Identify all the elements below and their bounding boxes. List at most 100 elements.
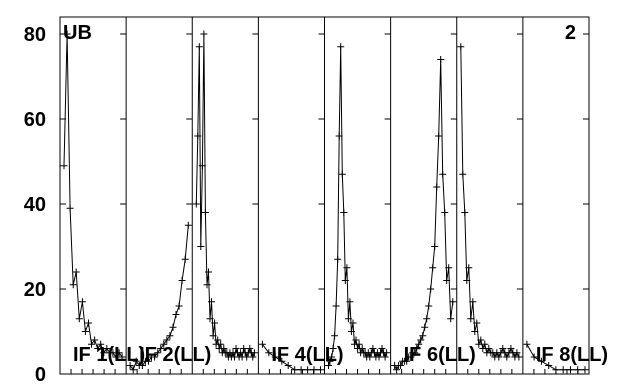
data-point — [129, 366, 137, 374]
y-axis: 0 20 40 60 80 — [24, 24, 66, 386]
data-point — [503, 353, 511, 361]
data-point — [447, 315, 455, 323]
data-point — [331, 332, 339, 340]
data-point — [344, 315, 352, 323]
data-point — [132, 357, 140, 365]
data-point — [192, 200, 200, 208]
data-point — [421, 323, 429, 331]
data-point — [341, 277, 349, 284]
data-point — [200, 30, 208, 38]
data-point — [297, 366, 305, 374]
data-point — [310, 366, 318, 374]
data-point — [347, 328, 355, 335]
data-point — [352, 336, 360, 344]
data-point — [513, 349, 521, 357]
data-point — [304, 366, 312, 374]
data-point — [419, 332, 427, 340]
data-point — [338, 170, 346, 178]
data-point — [439, 170, 447, 178]
data-point — [232, 345, 240, 352]
data-point — [194, 132, 202, 140]
data-point — [66, 204, 74, 212]
data-point — [243, 353, 251, 361]
data-point — [431, 243, 439, 250]
data-point — [78, 298, 86, 306]
data-point — [115, 349, 123, 357]
data-point — [433, 183, 441, 191]
data-point — [332, 302, 340, 310]
data-point — [181, 255, 189, 263]
data-point — [477, 336, 485, 344]
data-point — [195, 43, 203, 51]
data-point — [469, 298, 477, 306]
data-point — [97, 340, 105, 348]
data-point — [220, 345, 228, 352]
data-point — [103, 345, 111, 352]
panel-label: IF 1(LL) — [73, 344, 145, 366]
panel: IF 4(LL) — [257, 17, 344, 374]
series-line — [328, 46, 388, 366]
data-point — [175, 302, 183, 310]
data-point — [163, 336, 171, 344]
data-point — [423, 315, 431, 323]
data-point — [172, 311, 180, 318]
series-line — [63, 33, 123, 358]
data-point — [211, 319, 219, 327]
data-point — [366, 353, 374, 361]
data-point — [381, 353, 389, 361]
data-point — [375, 353, 383, 361]
data-point — [465, 264, 473, 272]
data-point — [425, 302, 433, 310]
data-point — [75, 315, 83, 323]
data-point — [417, 336, 425, 344]
data-point — [427, 285, 435, 293]
data-point — [329, 345, 337, 352]
data-point — [337, 43, 345, 51]
data-point — [284, 362, 292, 369]
panel-label: IF 8(LL) — [536, 344, 608, 366]
data-point — [112, 353, 120, 361]
y-tick-label: 60 — [24, 109, 46, 131]
data-point — [169, 323, 177, 331]
data-point — [326, 357, 334, 365]
data-point — [203, 281, 211, 289]
data-point — [325, 362, 332, 369]
data-point — [449, 298, 457, 306]
panel: IF 6(LL) — [390, 17, 476, 374]
panel: IF 1(LL) — [60, 30, 145, 374]
data-point — [471, 328, 479, 335]
data-point — [157, 345, 165, 352]
panel-label: IF 4(LL) — [271, 344, 343, 366]
data-point — [198, 162, 206, 170]
data-point — [459, 170, 467, 178]
data-point — [411, 349, 419, 357]
data-point — [178, 277, 186, 284]
data-point — [118, 353, 126, 361]
data-point — [94, 345, 102, 352]
data-point — [271, 353, 279, 361]
data-point — [249, 353, 257, 361]
data-point — [574, 366, 582, 374]
data-point — [126, 362, 134, 369]
panel-label: IF 6(LL) — [404, 344, 476, 366]
data-point — [479, 345, 487, 352]
data-point — [355, 340, 363, 348]
data-point — [415, 340, 423, 348]
data-point — [85, 319, 92, 327]
data-point — [507, 345, 515, 352]
panel: IF 8(LL) — [522, 17, 608, 374]
data-point — [523, 340, 531, 348]
data-point — [291, 366, 299, 374]
panel-label: IF 2(LL) — [139, 344, 211, 366]
data-point — [485, 345, 493, 352]
data-point — [349, 319, 357, 327]
data-point — [278, 357, 286, 365]
data-point — [250, 349, 258, 357]
data-point — [403, 357, 411, 365]
data-point — [60, 162, 68, 170]
data-point — [537, 357, 545, 365]
data-point — [91, 336, 99, 344]
data-point — [530, 353, 538, 361]
data-point — [393, 366, 401, 374]
data-point — [567, 366, 574, 374]
